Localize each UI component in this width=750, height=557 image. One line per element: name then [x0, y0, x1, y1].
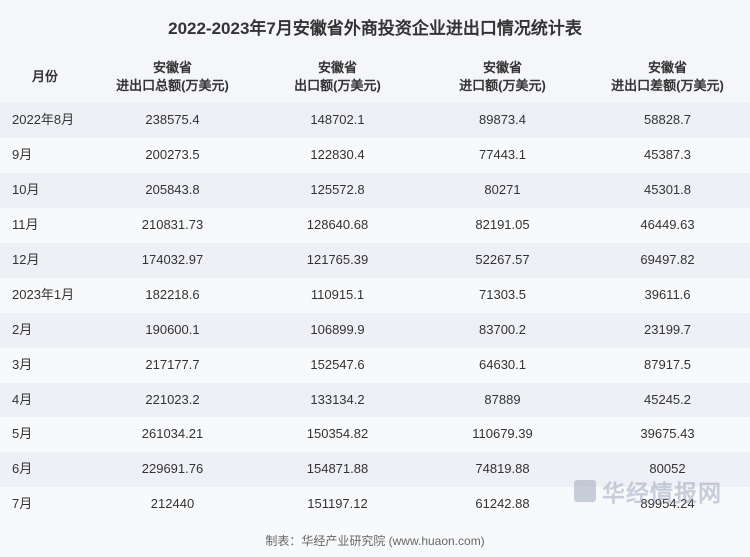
data-table: 月份 安徽省进出口总额(万美元) 安徽省出口额(万美元) 安徽省进口额(万美元)…: [0, 51, 750, 522]
table-cell: 11月: [0, 208, 90, 243]
table-cell: 46449.63: [585, 208, 750, 243]
table-cell: 87889: [420, 383, 585, 418]
table-cell: 150354.82: [255, 417, 420, 452]
col-total: 安徽省进出口总额(万美元): [90, 51, 255, 103]
table-cell: 154871.88: [255, 452, 420, 487]
table-cell: 45387.3: [585, 138, 750, 173]
table-cell: 2月: [0, 313, 90, 348]
table-cell: 58828.7: [585, 103, 750, 138]
table-row: 11月210831.73128640.6882191.0546449.63: [0, 208, 750, 243]
table-cell: 77443.1: [420, 138, 585, 173]
table-cell: 69497.82: [585, 243, 750, 278]
table-cell: 122830.4: [255, 138, 420, 173]
table-cell: 128640.68: [255, 208, 420, 243]
col-import: 安徽省进口额(万美元): [420, 51, 585, 103]
table-cell: 200273.5: [90, 138, 255, 173]
table-cell: 7月: [0, 487, 90, 522]
table-cell: 182218.6: [90, 278, 255, 313]
table-cell: 190600.1: [90, 313, 255, 348]
table-row: 5月261034.21150354.82110679.3939675.43: [0, 417, 750, 452]
table-cell: 174032.97: [90, 243, 255, 278]
table-cell: 80052: [585, 452, 750, 487]
table-cell: 217177.7: [90, 348, 255, 383]
col-diff: 安徽省进出口差额(万美元): [585, 51, 750, 103]
table-cell: 89873.4: [420, 103, 585, 138]
table-cell: 5月: [0, 417, 90, 452]
table-cell: 2023年1月: [0, 278, 90, 313]
table-row: 6月229691.76154871.8874819.8880052: [0, 452, 750, 487]
table-cell: 23199.7: [585, 313, 750, 348]
table-cell: 83700.2: [420, 313, 585, 348]
table-cell: 87917.5: [585, 348, 750, 383]
table-cell: 61242.88: [420, 487, 585, 522]
table-cell: 110915.1: [255, 278, 420, 313]
table-title: 2022-2023年7月安徽省外商投资企业进出口情况统计表: [0, 0, 750, 51]
table-cell: 6月: [0, 452, 90, 487]
table-row: 4月221023.2133134.28788945245.2: [0, 383, 750, 418]
table-cell: 39611.6: [585, 278, 750, 313]
col-export: 安徽省出口额(万美元): [255, 51, 420, 103]
header-row: 月份 安徽省进出口总额(万美元) 安徽省出口额(万美元) 安徽省进口额(万美元)…: [0, 51, 750, 103]
table-cell: 45301.8: [585, 173, 750, 208]
table-cell: 152547.6: [255, 348, 420, 383]
table-row: 2月190600.1106899.983700.223199.7: [0, 313, 750, 348]
table-cell: 221023.2: [90, 383, 255, 418]
table-row: 9月200273.5122830.477443.145387.3: [0, 138, 750, 173]
table-cell: 4月: [0, 383, 90, 418]
table-cell: 9月: [0, 138, 90, 173]
table-cell: 71303.5: [420, 278, 585, 313]
table-cell: 74819.88: [420, 452, 585, 487]
table-cell: 238575.4: [90, 103, 255, 138]
table-cell: 89954.24: [585, 487, 750, 522]
table-row: 2022年8月238575.4148702.189873.458828.7: [0, 103, 750, 138]
table-cell: 106899.9: [255, 313, 420, 348]
table-cell: 151197.12: [255, 487, 420, 522]
table-container: 2022-2023年7月安徽省外商投资企业进出口情况统计表 月份 安徽省进出口总…: [0, 0, 750, 552]
table-row: 12月174032.97121765.3952267.5769497.82: [0, 243, 750, 278]
table-row: 2023年1月182218.6110915.171303.539611.6: [0, 278, 750, 313]
table-cell: 12月: [0, 243, 90, 278]
table-cell: 64630.1: [420, 348, 585, 383]
table-cell: 52267.57: [420, 243, 585, 278]
table-cell: 10月: [0, 173, 90, 208]
table-row: 7月212440151197.1261242.8889954.24: [0, 487, 750, 522]
table-row: 3月217177.7152547.664630.187917.5: [0, 348, 750, 383]
table-cell: 3月: [0, 348, 90, 383]
table-body: 2022年8月238575.4148702.189873.458828.79月2…: [0, 103, 750, 522]
col-month: 月份: [0, 51, 90, 103]
table-cell: 121765.39: [255, 243, 420, 278]
table-cell: 125572.8: [255, 173, 420, 208]
table-cell: 80271: [420, 173, 585, 208]
table-cell: 39675.43: [585, 417, 750, 452]
table-cell: 212440: [90, 487, 255, 522]
table-cell: 110679.39: [420, 417, 585, 452]
table-cell: 45245.2: [585, 383, 750, 418]
table-cell: 2022年8月: [0, 103, 90, 138]
table-cell: 205843.8: [90, 173, 255, 208]
table-cell: 229691.76: [90, 452, 255, 487]
table-cell: 148702.1: [255, 103, 420, 138]
table-row: 10月205843.8125572.88027145301.8: [0, 173, 750, 208]
table-cell: 82191.05: [420, 208, 585, 243]
table-cell: 133134.2: [255, 383, 420, 418]
table-cell: 261034.21: [90, 417, 255, 452]
table-cell: 210831.73: [90, 208, 255, 243]
